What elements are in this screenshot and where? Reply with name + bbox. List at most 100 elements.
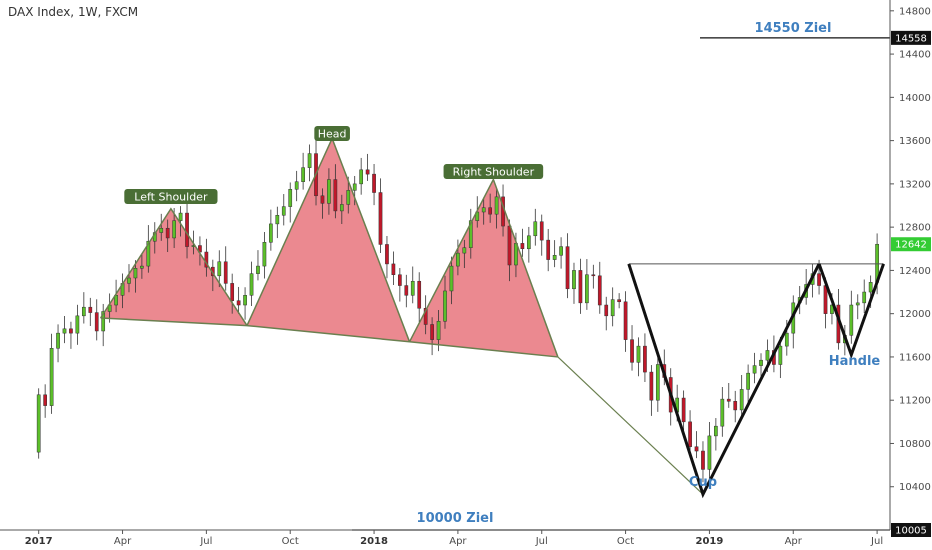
- candle-up: [62, 328, 67, 334]
- candle-up: [855, 302, 860, 306]
- last-price-badge: 12642: [895, 240, 927, 251]
- x-tick-label: Jul: [535, 536, 548, 547]
- last-price-badge-bg: [891, 237, 931, 252]
- candle-up: [127, 277, 131, 284]
- candle-down: [520, 243, 525, 250]
- head-fill: [247, 138, 410, 342]
- y-tick-label: 11600: [899, 352, 931, 363]
- candle-up: [75, 315, 80, 334]
- left-shoulder-label: Left Shoulder: [134, 191, 208, 204]
- candle-up: [243, 295, 247, 306]
- candle-down: [507, 225, 512, 266]
- candle-down: [365, 169, 370, 175]
- candle-up: [585, 274, 589, 304]
- left-shoulder-fill: [100, 208, 248, 326]
- candle-down: [694, 446, 699, 452]
- y-tick-label: 10400: [899, 482, 931, 493]
- breakdown-line: [557, 356, 704, 495]
- candle-up: [636, 345, 641, 363]
- candle-down: [398, 274, 402, 286]
- candle-up: [610, 299, 615, 317]
- x-tick-label: 2019: [695, 536, 723, 547]
- y-tick-label: 14400: [899, 50, 931, 61]
- candle-down: [688, 421, 692, 447]
- candle-up: [849, 304, 854, 336]
- target-down-label: 10000 Ziel: [417, 511, 494, 526]
- candle-up: [494, 196, 499, 215]
- candle-down: [320, 195, 325, 204]
- candle-up: [572, 270, 576, 290]
- x-tick-label: Apr: [114, 536, 132, 547]
- candle-up: [720, 398, 725, 427]
- candle-up: [172, 220, 176, 239]
- candle-up: [739, 389, 744, 411]
- candle-up: [56, 332, 60, 349]
- candle-down: [236, 300, 241, 306]
- candle-up: [159, 227, 164, 233]
- candle-up: [140, 265, 144, 269]
- candle-up: [443, 290, 447, 322]
- candle-down: [43, 394, 47, 406]
- candle-down: [643, 345, 647, 373]
- candle-down: [578, 270, 583, 304]
- right-shoulder-outline: [408, 177, 559, 358]
- candle-up: [830, 304, 834, 314]
- candle-up: [752, 365, 757, 374]
- candle-down: [417, 280, 422, 309]
- candle-up: [552, 255, 557, 260]
- candle-up: [655, 364, 660, 401]
- candle-up: [101, 311, 106, 332]
- candle-up: [784, 332, 789, 347]
- candle-down: [604, 304, 609, 317]
- chart-title: DAX Index, 1W, FXCM: [8, 5, 138, 19]
- candle-down: [165, 227, 170, 239]
- right-shoulder-label: Right Shoulder: [453, 166, 535, 179]
- candle-down: [539, 221, 544, 241]
- candle-up: [281, 206, 286, 216]
- neckline: [100, 317, 558, 358]
- candle-up: [410, 280, 415, 296]
- candle-down: [230, 283, 235, 301]
- price-badges: 14558 12642 10005: [891, 30, 931, 537]
- candle-down: [565, 246, 570, 290]
- candle-up: [462, 247, 467, 254]
- candle-down: [617, 299, 621, 303]
- y-tick-label: 12400: [899, 266, 931, 277]
- candle-down: [223, 261, 228, 284]
- candle-up: [307, 153, 312, 168]
- candle-up: [146, 240, 151, 267]
- candle-up: [481, 207, 486, 213]
- candle-down: [630, 339, 634, 363]
- target-up-badge-bg: [891, 30, 931, 45]
- candle-down: [546, 239, 551, 260]
- candle-down: [726, 398, 731, 402]
- x-tick-label: Oct: [282, 536, 299, 547]
- handle-label: Handle: [829, 354, 881, 369]
- candle-down: [733, 401, 738, 411]
- pattern-labels: Left Shoulder Head Right Shoulder Cup Handle…: [124, 21, 880, 526]
- x-tick-label: 2018: [360, 536, 388, 547]
- candle-up: [778, 345, 783, 365]
- candle-up: [352, 183, 357, 191]
- candle-up: [178, 212, 183, 221]
- candle-up: [249, 273, 254, 296]
- candle-up: [746, 372, 750, 390]
- target-down-badge: 10005: [895, 526, 927, 537]
- candle-down: [333, 179, 338, 212]
- candle-up: [868, 282, 873, 293]
- candle-down: [391, 263, 396, 275]
- candle-up: [256, 265, 260, 274]
- candle-up: [759, 359, 763, 366]
- candle-up: [262, 242, 267, 267]
- x-tick-label: 2017: [25, 536, 53, 547]
- handle-line: [817, 263, 885, 360]
- cup-label: Cup: [689, 475, 717, 490]
- candle-up: [449, 265, 454, 292]
- candle-down: [88, 306, 93, 313]
- head-pill: [314, 126, 350, 141]
- candle-down: [94, 312, 99, 332]
- candle-up: [765, 350, 770, 361]
- right-shoulder-pill: [443, 164, 544, 179]
- candle-series: [36, 140, 879, 483]
- left-shoulder-outline: [99, 207, 248, 326]
